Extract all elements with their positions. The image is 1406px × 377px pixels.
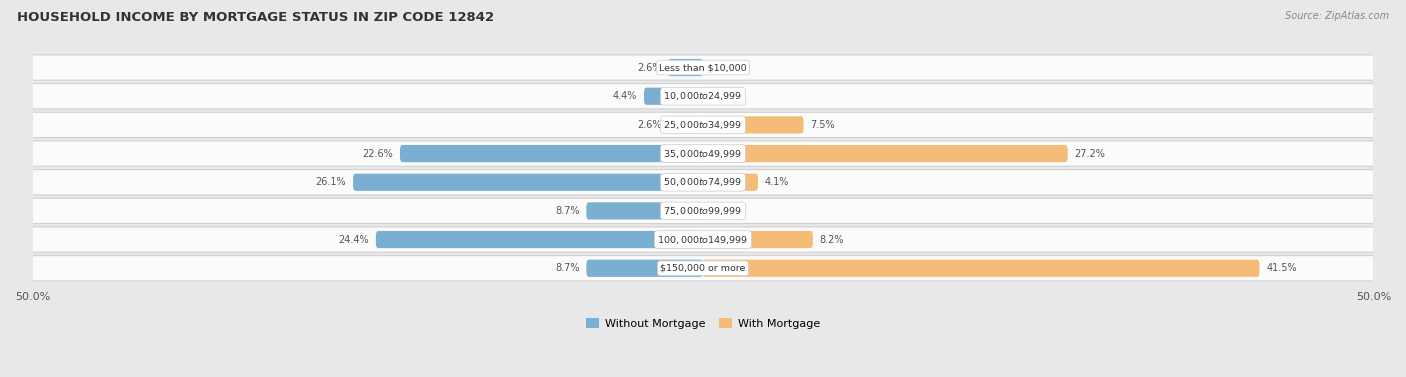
- FancyBboxPatch shape: [586, 260, 703, 277]
- FancyBboxPatch shape: [703, 231, 813, 248]
- FancyBboxPatch shape: [399, 145, 703, 162]
- Text: $50,000 to $74,999: $50,000 to $74,999: [664, 176, 742, 188]
- Text: $25,000 to $34,999: $25,000 to $34,999: [664, 119, 742, 131]
- FancyBboxPatch shape: [25, 84, 1381, 109]
- FancyBboxPatch shape: [668, 116, 703, 133]
- FancyBboxPatch shape: [25, 55, 1381, 80]
- Text: $35,000 to $49,999: $35,000 to $49,999: [664, 147, 742, 159]
- FancyBboxPatch shape: [703, 145, 1067, 162]
- Legend: Without Mortgage, With Mortgage: Without Mortgage, With Mortgage: [586, 319, 820, 329]
- Text: 8.7%: 8.7%: [555, 263, 579, 273]
- FancyBboxPatch shape: [703, 174, 758, 191]
- Text: 24.4%: 24.4%: [339, 234, 370, 245]
- Text: 22.6%: 22.6%: [363, 149, 394, 159]
- Text: $10,000 to $24,999: $10,000 to $24,999: [664, 90, 742, 102]
- Text: 7.5%: 7.5%: [810, 120, 835, 130]
- FancyBboxPatch shape: [644, 87, 703, 105]
- Text: $75,000 to $99,999: $75,000 to $99,999: [664, 205, 742, 217]
- Text: $150,000 or more: $150,000 or more: [661, 264, 745, 273]
- Text: 41.5%: 41.5%: [1267, 263, 1296, 273]
- FancyBboxPatch shape: [25, 112, 1381, 138]
- FancyBboxPatch shape: [25, 198, 1381, 224]
- FancyBboxPatch shape: [353, 174, 703, 191]
- Text: HOUSEHOLD INCOME BY MORTGAGE STATUS IN ZIP CODE 12842: HOUSEHOLD INCOME BY MORTGAGE STATUS IN Z…: [17, 11, 494, 24]
- Text: 4.4%: 4.4%: [613, 91, 637, 101]
- Text: 4.1%: 4.1%: [765, 177, 789, 187]
- FancyBboxPatch shape: [25, 141, 1381, 166]
- Text: 8.7%: 8.7%: [555, 206, 579, 216]
- Text: Less than $10,000: Less than $10,000: [659, 63, 747, 72]
- FancyBboxPatch shape: [703, 116, 804, 133]
- FancyBboxPatch shape: [668, 59, 703, 76]
- FancyBboxPatch shape: [25, 256, 1381, 281]
- Text: 2.6%: 2.6%: [637, 120, 661, 130]
- Text: Source: ZipAtlas.com: Source: ZipAtlas.com: [1285, 11, 1389, 21]
- Text: 2.6%: 2.6%: [637, 63, 661, 72]
- FancyBboxPatch shape: [25, 170, 1381, 195]
- Text: 27.2%: 27.2%: [1074, 149, 1105, 159]
- FancyBboxPatch shape: [25, 227, 1381, 252]
- Text: $100,000 to $149,999: $100,000 to $149,999: [658, 234, 748, 245]
- FancyBboxPatch shape: [703, 260, 1260, 277]
- FancyBboxPatch shape: [586, 202, 703, 219]
- Text: 8.2%: 8.2%: [820, 234, 844, 245]
- FancyBboxPatch shape: [375, 231, 703, 248]
- Text: 26.1%: 26.1%: [316, 177, 346, 187]
